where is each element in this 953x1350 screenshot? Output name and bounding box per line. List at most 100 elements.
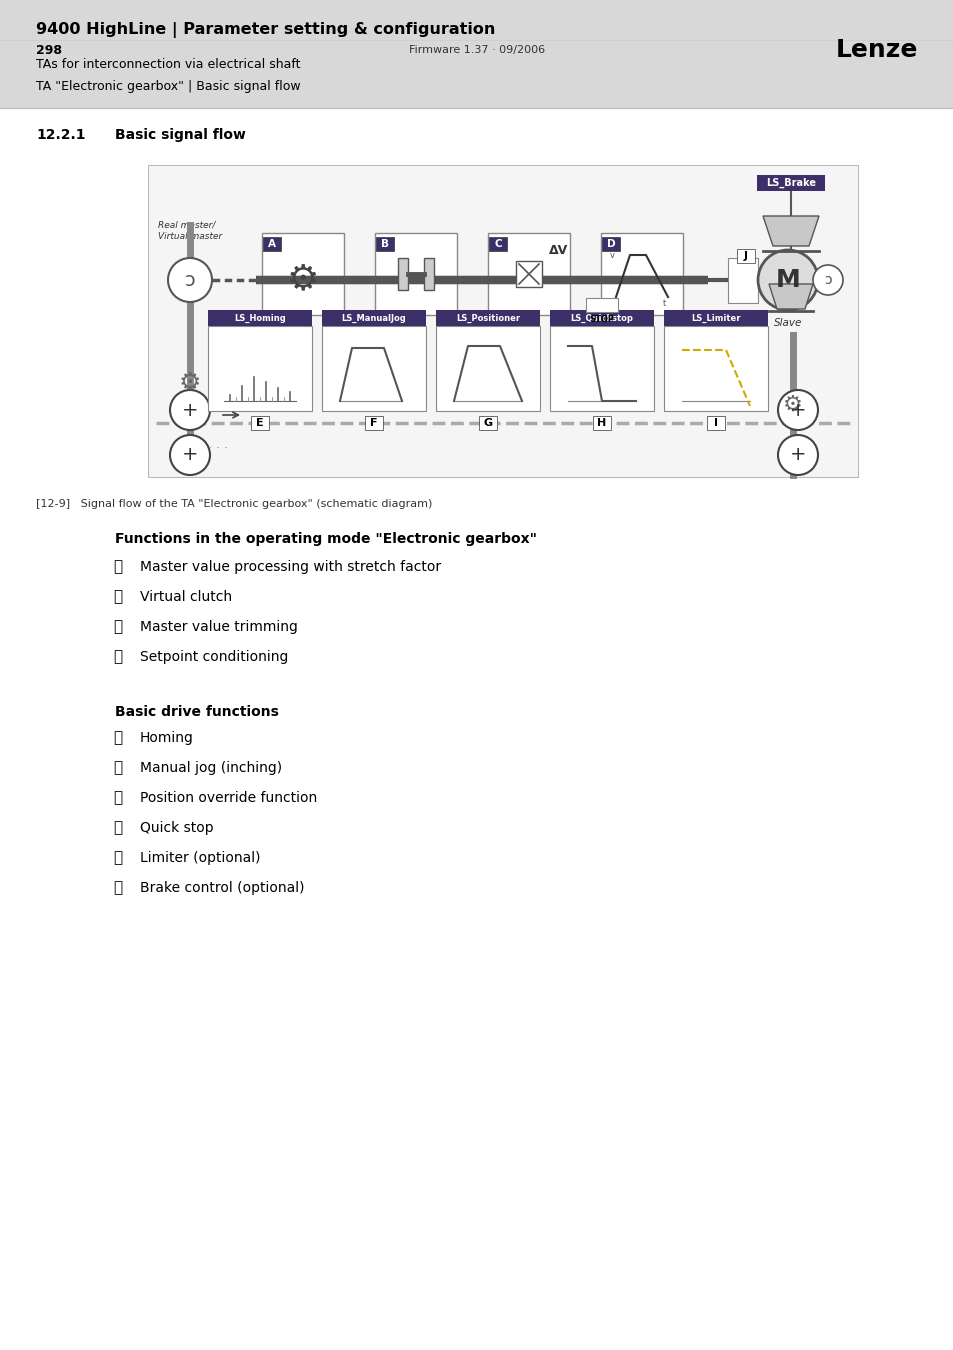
Text: Position override function: Position override function: [140, 791, 317, 805]
Text: C: C: [494, 239, 501, 248]
Text: ⚙: ⚙: [287, 262, 319, 296]
Text: ⚙: ⚙: [782, 396, 802, 414]
Text: +: +: [789, 446, 805, 464]
Bar: [322, 310, 426, 325]
Text: 9400 HighLine | Parameter setting & configuration: 9400 HighLine | Parameter setting & conf…: [36, 22, 495, 38]
Bar: [706, 416, 724, 431]
Circle shape: [778, 435, 817, 475]
Bar: [397, 258, 408, 290]
Text: t: t: [662, 298, 665, 308]
Bar: [550, 325, 654, 410]
Bar: [488, 234, 569, 315]
Text: Ⓕ: Ⓕ: [113, 760, 122, 775]
Text: A: A: [268, 239, 275, 248]
Text: 298: 298: [36, 43, 62, 57]
Bar: [600, 234, 682, 315]
Bar: [208, 310, 312, 325]
Text: ↄ: ↄ: [185, 270, 195, 289]
Text: G: G: [483, 418, 492, 428]
Text: Homing: Homing: [140, 730, 193, 745]
Bar: [663, 310, 767, 325]
Text: Brake control (optional): Brake control (optional): [140, 882, 304, 895]
Text: B: B: [380, 239, 389, 248]
Text: TAs for interconnection via electrical shaft: TAs for interconnection via electrical s…: [36, 58, 300, 72]
Text: Virtual clutch: Virtual clutch: [140, 590, 232, 603]
Bar: [375, 238, 394, 251]
Text: D: D: [606, 239, 615, 248]
Bar: [727, 258, 758, 302]
Text: Limiter (optional): Limiter (optional): [140, 850, 260, 865]
Circle shape: [170, 390, 210, 431]
Bar: [663, 325, 767, 410]
Text: +: +: [182, 401, 198, 420]
Bar: [516, 261, 541, 288]
Text: M: M: [775, 269, 800, 292]
Text: F: F: [370, 418, 377, 428]
Bar: [251, 416, 269, 431]
Text: Manual jog (inching): Manual jog (inching): [140, 761, 282, 775]
Bar: [423, 258, 434, 290]
Bar: [757, 176, 824, 190]
Text: . . .: . . .: [208, 437, 228, 451]
Text: Ⓑ: Ⓑ: [113, 590, 122, 605]
Text: LS_Homing: LS_Homing: [233, 313, 286, 323]
Text: H: H: [597, 418, 606, 428]
Bar: [365, 416, 382, 431]
Text: [12-9]   Signal flow of the TA "Electronic gearbox" (schematic diagram): [12-9] Signal flow of the TA "Electronic…: [36, 500, 432, 509]
Text: Basic drive functions: Basic drive functions: [115, 705, 278, 720]
Text: Ⓘ: Ⓘ: [113, 850, 122, 865]
Text: Real master/: Real master/: [158, 220, 215, 230]
Text: Ⓐ: Ⓐ: [113, 559, 122, 575]
Text: Lenze: Lenze: [835, 38, 917, 62]
Text: Functions in the operating mode "Electronic gearbox": Functions in the operating mode "Electro…: [115, 532, 537, 545]
Bar: [375, 234, 456, 315]
Bar: [263, 238, 281, 251]
Bar: [737, 248, 754, 263]
Text: Virtual master: Virtual master: [158, 232, 222, 242]
Text: ΔV: ΔV: [548, 244, 568, 258]
Text: Slave: Slave: [773, 319, 801, 328]
Text: +: +: [182, 446, 198, 464]
Text: I: I: [713, 418, 718, 428]
Text: Ⓗ: Ⓗ: [113, 821, 122, 836]
Bar: [601, 238, 619, 251]
Text: Ⓙ: Ⓙ: [113, 880, 122, 895]
Text: LS_Brake: LS_Brake: [765, 178, 815, 188]
Circle shape: [778, 390, 817, 431]
Circle shape: [170, 435, 210, 475]
Bar: [436, 310, 539, 325]
Text: Ⓖ: Ⓖ: [113, 791, 122, 806]
Text: LS_Limiter: LS_Limiter: [691, 313, 740, 323]
Text: STOP: STOP: [589, 315, 614, 324]
Text: +: +: [789, 401, 805, 420]
Polygon shape: [762, 216, 818, 246]
Bar: [585, 298, 618, 312]
Circle shape: [758, 250, 817, 310]
Text: Ⓔ: Ⓔ: [113, 730, 122, 745]
Text: Ⓒ: Ⓒ: [113, 620, 122, 634]
Text: Setpoint conditioning: Setpoint conditioning: [140, 649, 288, 664]
Bar: [322, 325, 426, 410]
Bar: [208, 325, 312, 410]
Bar: [478, 416, 497, 431]
Text: Basic signal flow: Basic signal flow: [115, 128, 246, 142]
Bar: [148, 165, 857, 477]
Text: Firmware 1.37 · 09/2006: Firmware 1.37 · 09/2006: [409, 45, 544, 55]
Text: E: E: [256, 418, 264, 428]
Text: Master value trimming: Master value trimming: [140, 620, 297, 634]
Bar: [262, 234, 344, 315]
Text: LS_Positioner: LS_Positioner: [456, 313, 519, 323]
Bar: [489, 238, 506, 251]
Text: Master value processing with stretch factor: Master value processing with stretch fac…: [140, 560, 440, 574]
Text: LS_ManualJog: LS_ManualJog: [341, 313, 406, 323]
Text: TA "Electronic gearbox" | Basic signal flow: TA "Electronic gearbox" | Basic signal f…: [36, 80, 300, 93]
Text: ↄ: ↄ: [823, 273, 831, 288]
Bar: [550, 310, 654, 325]
Text: Ⓓ: Ⓓ: [113, 649, 122, 664]
Text: J: J: [743, 251, 747, 261]
Text: v: v: [223, 401, 229, 410]
Text: v: v: [609, 251, 615, 259]
Bar: [436, 325, 539, 410]
Text: Quick stop: Quick stop: [140, 821, 213, 836]
Circle shape: [812, 265, 842, 296]
